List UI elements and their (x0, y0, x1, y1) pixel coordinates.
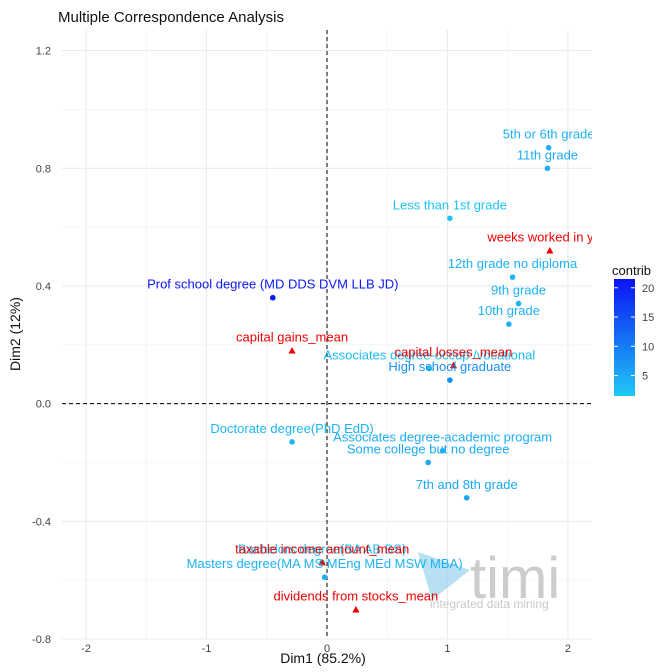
category-label: High school graduate (388, 359, 511, 374)
contrib-legend: contrib 5 10 15 20 (612, 263, 654, 396)
category-label: Bachelors degree(BA AB BS) (238, 542, 406, 557)
watermark-tagline: integrated data mining (430, 597, 549, 611)
x-axis-label: Dim1 (85.2%) (280, 650, 366, 666)
legend-ticks: 5 10 15 20 (614, 283, 654, 383)
x-tick-label: 1 (444, 643, 450, 655)
category-point (426, 365, 433, 372)
supplementary-label: capital gains_mean (236, 330, 348, 345)
category-point (509, 274, 516, 280)
category-label: 9th grade (491, 283, 546, 298)
legend-title: contrib (612, 263, 651, 278)
category-point (425, 459, 431, 466)
y-tick-label: -0.4 (32, 516, 51, 528)
category-label: Doctorate degree(PhD EdD) (210, 421, 373, 436)
x-tick-label: -1 (202, 643, 212, 655)
category-point (463, 494, 470, 501)
category-point (321, 574, 328, 581)
category-point (269, 294, 276, 301)
data-marks (269, 144, 554, 613)
category-label: 5th or 6th grade (503, 127, 595, 142)
category-point (447, 377, 453, 383)
axes: -2 -1 0 1 2 -0.8 -0.4 0.0 0.4 0.8 1.2 (32, 46, 571, 655)
y-tick-label: 0.0 (36, 399, 51, 411)
reference-lines (62, 30, 592, 639)
category-point (439, 447, 446, 454)
category-label: Associates degree-occup /vocational (324, 347, 536, 362)
category-label: 10th grade (478, 303, 540, 318)
legend-colorbar (614, 279, 635, 396)
supplementary-label: capital losses_mean (395, 344, 513, 359)
supplementary-label: weeks worked in year (486, 230, 613, 245)
category-label: Prof school degree (MD DDS DVM LLB JD) (147, 277, 398, 292)
supplementary-point (352, 605, 360, 613)
timi-watermark: timi integrated data mining (418, 546, 560, 611)
y-tick-label: -0.8 (32, 634, 51, 646)
x-tick-label: -2 (81, 643, 91, 655)
legend-tick-label: 10 (642, 341, 654, 353)
category-point (515, 300, 522, 307)
supplementary-point (318, 558, 326, 566)
category-label: Some college but no degree (347, 441, 510, 456)
supplementary-point (546, 247, 554, 254)
supplementary-label: taxable income amount_mean (235, 542, 409, 557)
category-label: Less than 1st grade (393, 197, 507, 212)
supplementary-point (288, 347, 296, 354)
category-label: Masters degree(MA MS MEng MEd MSW MBA) (187, 556, 463, 571)
timi-logo-icon (418, 552, 470, 600)
y-axis-label: Dim2 (12%) (7, 297, 23, 371)
legend-tick-label: 15 (642, 312, 654, 324)
category-point (544, 165, 551, 172)
category-point (289, 439, 295, 445)
legend-tick-label: 5 (642, 371, 648, 383)
watermark-brand: timi (470, 546, 560, 611)
y-tick-label: 1.2 (36, 46, 51, 58)
data-labels: 5th or 6th grade 11th grade Less than 1st … (147, 127, 613, 604)
x-tick-label: 2 (565, 643, 571, 655)
category-label: Associates degree-academic program (333, 430, 552, 445)
chart-title: Multiple Correspondence Analysis (58, 9, 284, 26)
y-tick-label: 0.8 (36, 163, 51, 175)
x-tick-label: 0 (324, 643, 330, 655)
supplementary-label: dividends from stocks_mean (274, 589, 439, 604)
category-label: 12th grade no diploma (448, 256, 578, 271)
category-label: 7th and 8th grade (416, 477, 518, 492)
y-tick-label: 0.4 (36, 281, 51, 293)
legend-tick-label: 20 (642, 283, 654, 295)
category-point (506, 321, 512, 328)
category-point (447, 215, 453, 222)
category-point (545, 144, 552, 151)
supplementary-point (449, 361, 458, 369)
category-label: 11th grade (517, 147, 578, 162)
